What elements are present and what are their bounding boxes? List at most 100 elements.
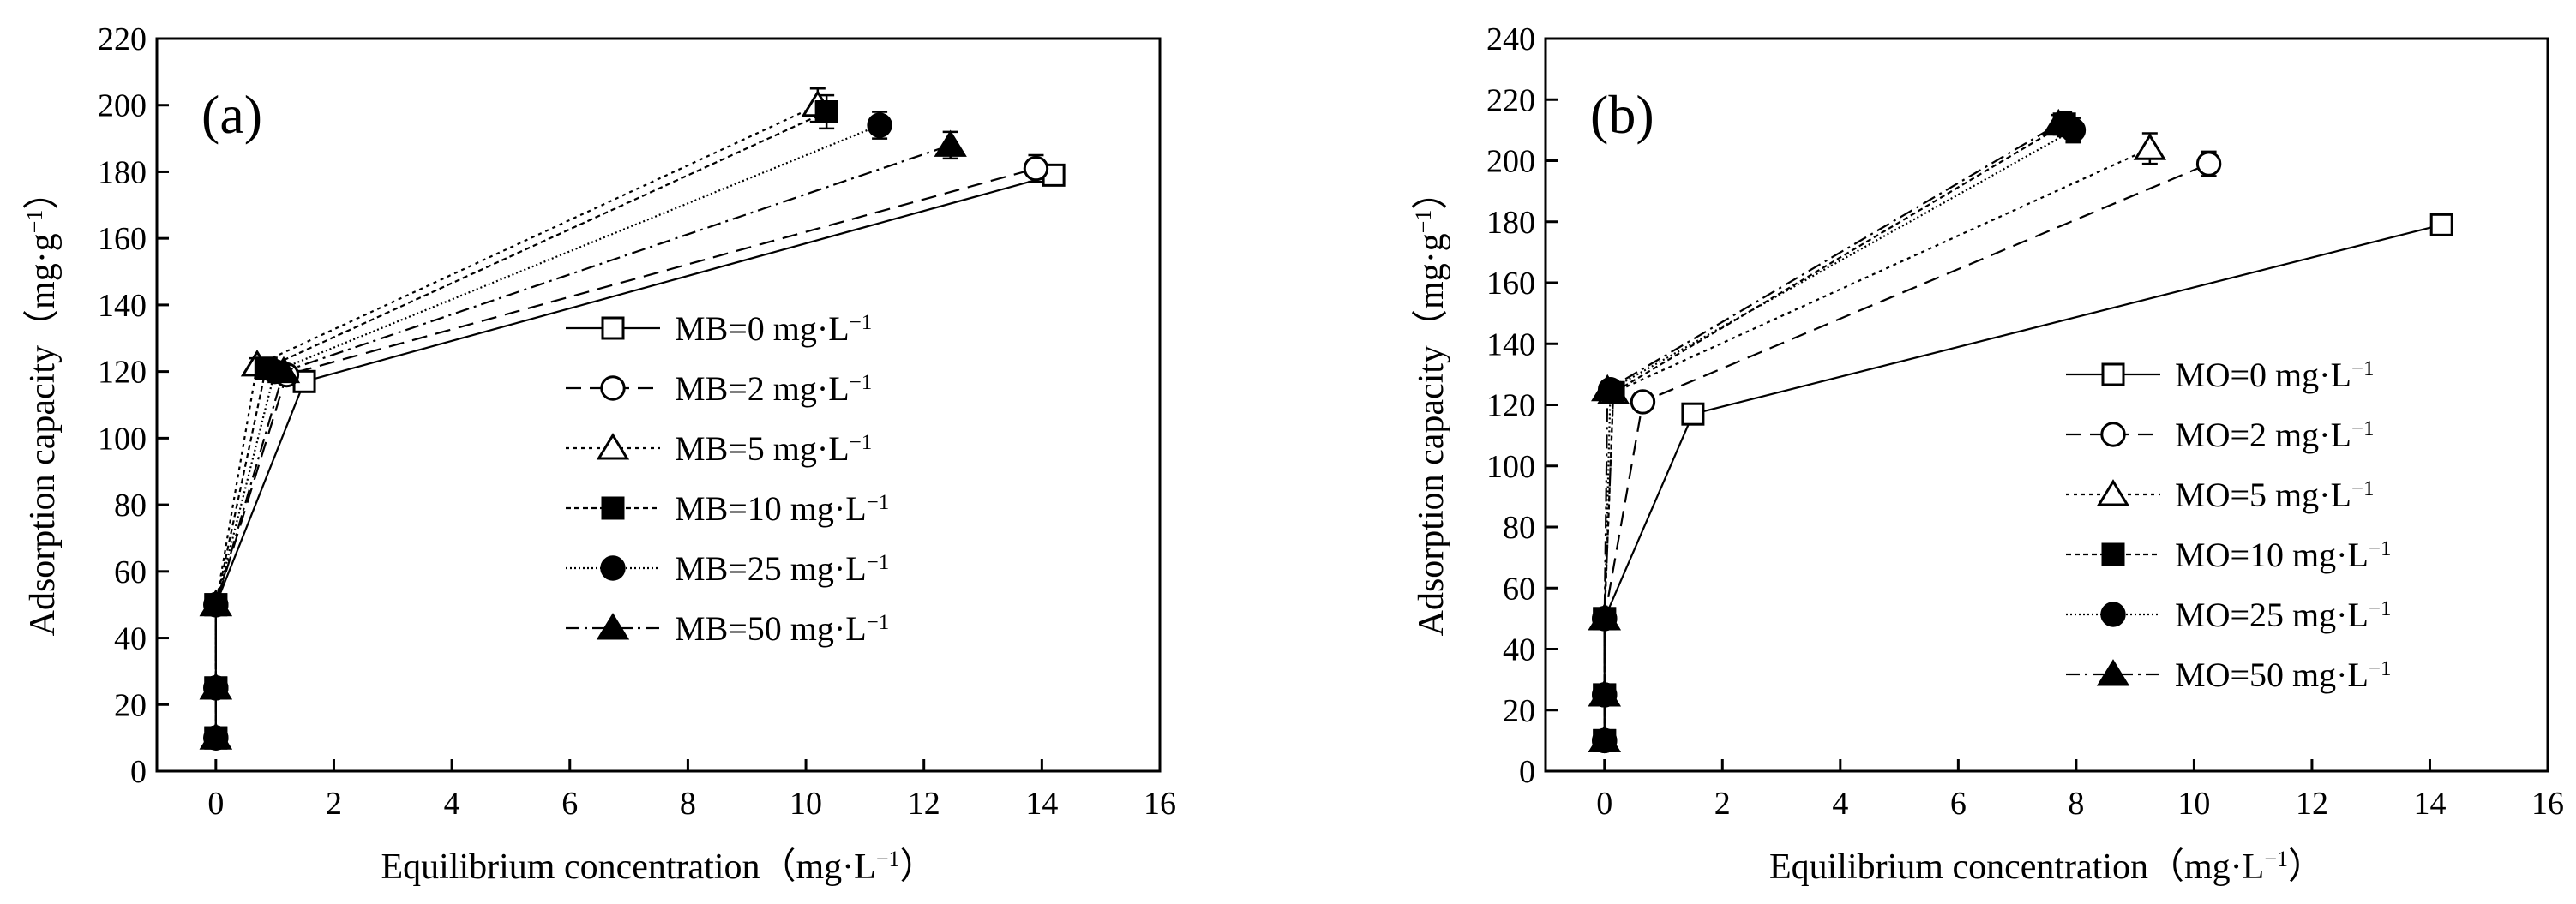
data-point bbox=[199, 672, 232, 700]
series-line bbox=[1603, 123, 2059, 741]
data-point bbox=[1681, 402, 1705, 426]
y-tick-label: 200 bbox=[98, 88, 147, 124]
legend-entry: MO=25 mg·L−1 bbox=[2066, 596, 2392, 634]
legend-entry: MB=0 mg·L−1 bbox=[566, 309, 872, 348]
x-tick-label: 16 bbox=[2531, 786, 2564, 822]
series-line bbox=[214, 167, 1036, 739]
legend-entry: MO=10 mg·L−1 bbox=[2066, 536, 2392, 574]
legend-label: MB=50 mg·L−1 bbox=[675, 609, 889, 648]
data-point bbox=[1591, 374, 1624, 402]
legend-label: MB=25 mg·L−1 bbox=[675, 549, 889, 588]
x-tick-label: 4 bbox=[1832, 786, 1848, 822]
x-tick-label: 16 bbox=[1144, 786, 1176, 822]
x-tick-label: 8 bbox=[680, 786, 696, 822]
series-3 bbox=[1588, 132, 2167, 752]
x-tick-label: 14 bbox=[2413, 786, 2446, 822]
y-tick-label: 160 bbox=[1486, 266, 1535, 302]
y-tick-label: 140 bbox=[1486, 326, 1535, 362]
data-point bbox=[2042, 108, 2075, 136]
x-tick-label: 6 bbox=[1950, 786, 1967, 822]
legend-label: MO=10 mg·L−1 bbox=[2175, 536, 2392, 574]
y-tick-label: 220 bbox=[98, 21, 147, 57]
x-tick-label: 2 bbox=[1714, 786, 1731, 822]
y-tick-label: 100 bbox=[1486, 449, 1535, 485]
series-line bbox=[1603, 147, 2151, 741]
y-tick-label: 200 bbox=[1486, 144, 1535, 180]
legend-entry: MB=10 mg·L−1 bbox=[566, 489, 889, 528]
x-axis-title: Equilibrium concentration（mg·L−1） bbox=[381, 847, 935, 888]
legend-label: MB=2 mg·L−1 bbox=[675, 369, 872, 408]
x-tick-label: 14 bbox=[1025, 786, 1058, 822]
y-tick-label: 60 bbox=[114, 554, 147, 590]
x-tick-label: 4 bbox=[444, 786, 460, 822]
x-tick-label: 8 bbox=[2068, 786, 2084, 822]
data-point bbox=[867, 112, 892, 138]
series-6 bbox=[1588, 108, 2075, 752]
chart-panel-b: 0 2 4 6 8 10 12 14 16020406080100120140160180200… bbox=[1411, 21, 2565, 887]
data-point bbox=[199, 722, 232, 750]
series-line bbox=[1603, 163, 2210, 741]
y-tick-label: 220 bbox=[1486, 82, 1535, 118]
legend-marker bbox=[2096, 479, 2130, 506]
legend-entry: MO=50 mg·L−1 bbox=[2066, 656, 2392, 694]
panel-label: (b) bbox=[1590, 84, 1654, 145]
data-point bbox=[267, 356, 301, 384]
legend-label: MO=50 mg·L−1 bbox=[2175, 656, 2392, 694]
legend-label: MB=10 mg·L−1 bbox=[675, 489, 889, 528]
legend-marker bbox=[596, 613, 630, 640]
series-3 bbox=[199, 87, 834, 750]
data-point bbox=[1588, 725, 1621, 752]
legend-label: MO=2 mg·L−1 bbox=[2175, 416, 2375, 454]
y-tick-label: 80 bbox=[114, 488, 147, 524]
x-axis-title: Equilibrium concentration（mg·L−1） bbox=[1769, 847, 2324, 888]
legend-marker bbox=[2101, 362, 2125, 386]
y-tick-label: 60 bbox=[1503, 571, 1535, 607]
legend-marker bbox=[600, 375, 626, 401]
data-point bbox=[199, 589, 232, 617]
legend-entry: MO=5 mg·L−1 bbox=[2066, 476, 2375, 514]
legend-entry: MO=0 mg·L−1 bbox=[2066, 356, 2375, 394]
y-tick-label: 120 bbox=[98, 355, 147, 391]
y-axis-title: Adsorption capacity（mg·g−1） bbox=[22, 174, 63, 637]
y-tick-label: 140 bbox=[98, 288, 147, 324]
legend-label: MO=0 mg·L−1 bbox=[2175, 356, 2375, 394]
y-tick-label: 20 bbox=[1503, 693, 1535, 729]
series-6 bbox=[199, 129, 967, 750]
legend-marker bbox=[596, 433, 630, 460]
x-tick-label: 10 bbox=[790, 786, 822, 822]
series-4 bbox=[204, 93, 838, 750]
y-tick-label: 40 bbox=[1503, 632, 1535, 668]
legend-entry: MB=50 mg·L−1 bbox=[566, 609, 889, 648]
y-tick-label: 0 bbox=[1519, 754, 1535, 790]
y-tick-label: 0 bbox=[130, 754, 147, 790]
x-tick-label: 12 bbox=[2296, 786, 2328, 822]
series-4 bbox=[1593, 111, 2076, 752]
y-tick-label: 80 bbox=[1503, 510, 1535, 546]
panel-label: (a) bbox=[201, 84, 262, 145]
legend-marker bbox=[600, 555, 626, 581]
data-point bbox=[814, 100, 838, 123]
x-tick-label: 0 bbox=[1596, 786, 1612, 822]
legend-entry: MB=2 mg·L−1 bbox=[566, 369, 872, 408]
series-line bbox=[1603, 123, 2065, 741]
legend-marker bbox=[601, 316, 625, 340]
legend-label: MO=5 mg·L−1 bbox=[2175, 476, 2375, 514]
legend-entry: MB=5 mg·L−1 bbox=[566, 429, 872, 468]
legend-label: MB=5 mg·L−1 bbox=[675, 429, 872, 468]
legend-marker bbox=[2096, 659, 2130, 686]
y-tick-label: 240 bbox=[1486, 21, 1535, 57]
y-tick-label: 20 bbox=[114, 687, 147, 723]
y-tick-label: 100 bbox=[98, 421, 147, 457]
legend-marker bbox=[601, 496, 625, 520]
data-point bbox=[2133, 133, 2167, 160]
data-point bbox=[1023, 155, 1049, 182]
legend-marker bbox=[2100, 422, 2126, 447]
y-tick-label: 40 bbox=[114, 621, 147, 657]
y-tick-label: 160 bbox=[98, 221, 147, 257]
x-tick-label: 2 bbox=[326, 786, 342, 822]
y-tick-label: 120 bbox=[1486, 388, 1535, 424]
x-tick-label: 0 bbox=[207, 786, 224, 822]
x-tick-label: 10 bbox=[2177, 786, 2210, 822]
data-point bbox=[2195, 151, 2222, 177]
